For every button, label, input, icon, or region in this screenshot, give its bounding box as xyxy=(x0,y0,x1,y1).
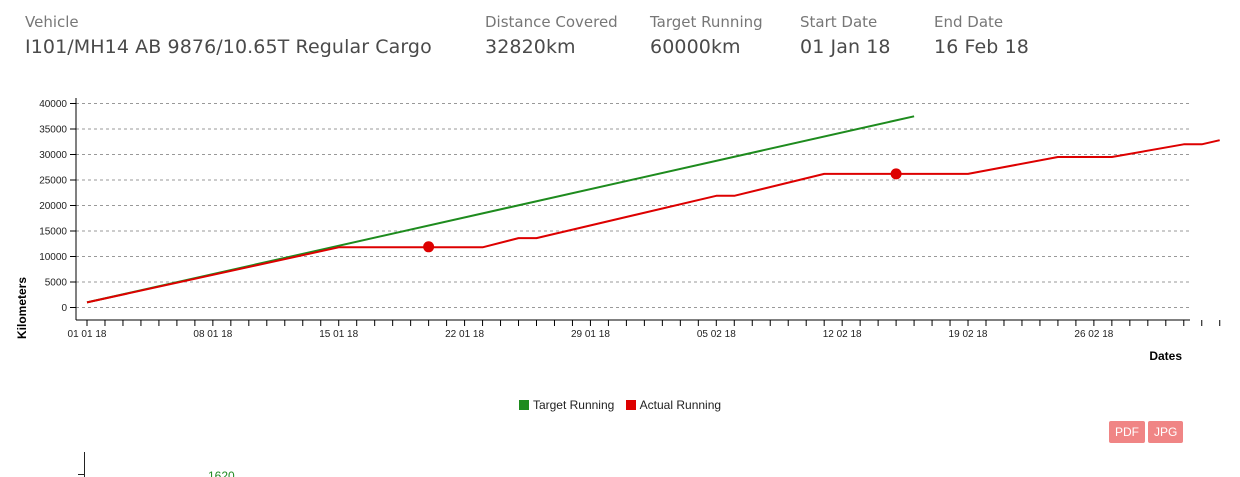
x-tick-label: 26 02 18 xyxy=(1074,329,1113,340)
x-tick-label: 15 01 18 xyxy=(319,329,358,340)
y-tick-label: 25000 xyxy=(39,176,67,187)
vehicle-info-header: Vehicle I101/MH14 AB 9876/10.65T Regular… xyxy=(0,12,1240,72)
x-tick-label: 05 02 18 xyxy=(697,329,736,340)
grid-lines xyxy=(76,103,1190,308)
distance-info: Distance Covered 32820km xyxy=(485,12,618,60)
export-jpg-button[interactable]: JPG xyxy=(1148,421,1184,443)
x-tick-label: 22 01 18 xyxy=(445,329,484,340)
x-tick-label: 19 02 18 xyxy=(949,329,988,340)
running-chart: 0 5000 10000 15000 20000 25000 30000 35000 40000… xyxy=(15,98,1221,363)
y-tick-label: 20000 xyxy=(39,201,67,212)
actual-running-marker xyxy=(423,241,435,253)
x-tick-label: 01 01 18 xyxy=(68,329,107,340)
y-tick-label: 30000 xyxy=(39,150,67,161)
vehicle-value: I101/MH14 AB 9876/10.65T Regular Cargo xyxy=(25,36,432,58)
target-value: 60000km xyxy=(650,36,741,58)
y-tick-label: 0 xyxy=(61,303,67,314)
export-buttons: PDF JPG xyxy=(1109,421,1186,443)
export-pdf-button[interactable]: PDF xyxy=(1109,421,1145,443)
distance-label: Distance Covered xyxy=(485,13,618,31)
y-axis-title: Kilometers xyxy=(15,277,29,339)
target-legend-swatch xyxy=(518,400,529,410)
actual-running-line xyxy=(86,139,1220,304)
legend-item-target[interactable]: Target Running xyxy=(518,398,615,412)
legend-item-actual[interactable]: Actual Running xyxy=(625,398,722,412)
actual-legend-swatch xyxy=(625,400,636,410)
start-date-label: Start Date xyxy=(800,13,878,31)
start-date-value: 01 Jan 18 xyxy=(800,36,891,58)
y-tick-label: 15000 xyxy=(39,227,67,238)
y-tick-label: 5000 xyxy=(45,278,68,289)
y-tick-label: 10000 xyxy=(39,252,67,263)
y-tick-label: 40000 xyxy=(39,99,67,110)
target-info: Target Running 60000km xyxy=(650,12,763,60)
vehicle-info: Vehicle I101/MH14 AB 9876/10.65T Regular… xyxy=(25,12,432,60)
x-tick-label: 12 02 18 xyxy=(823,329,862,340)
second-chart-partial: 1620 xyxy=(0,452,1240,477)
chart-axes: 0 5000 10000 15000 20000 25000 30000 35000 40000… xyxy=(39,98,1221,340)
x-tick-label: 08 01 18 xyxy=(193,329,232,340)
second-chart-data-label: 1620 xyxy=(208,469,235,477)
x-tick-label: 29 01 18 xyxy=(571,329,610,340)
chart-series xyxy=(86,115,1220,304)
second-chart-tick xyxy=(78,474,84,475)
second-chart-y-axis xyxy=(84,452,85,477)
start-date-info: Start Date 01 Jan 18 xyxy=(800,12,891,60)
y-tick-label: 35000 xyxy=(39,125,67,136)
actual-running-marker xyxy=(890,168,902,180)
vehicle-label: Vehicle xyxy=(25,13,79,31)
end-date-value: 16 Feb 18 xyxy=(934,36,1029,58)
chart-legend: Target Running Actual Running xyxy=(0,398,1240,412)
end-date-info: End Date 16 Feb 18 xyxy=(934,12,1029,60)
target-label: Target Running xyxy=(650,13,763,31)
x-axis-title: Dates xyxy=(1149,349,1182,363)
distance-value: 32820km xyxy=(485,36,576,58)
actual-legend-label: Actual Running xyxy=(639,398,722,412)
end-date-label: End Date xyxy=(934,13,1004,31)
target-legend-label: Target Running xyxy=(532,398,615,412)
